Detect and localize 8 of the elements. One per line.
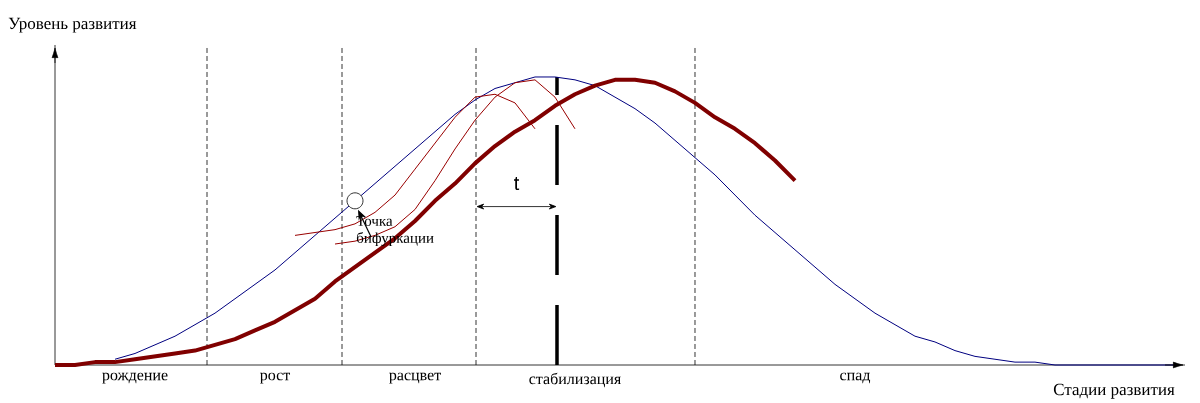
annotation: t <box>514 176 520 191</box>
x-tick-label: расцвет <box>389 372 441 384</box>
x-tick-label: рождение <box>102 372 168 384</box>
x-tick-label: стабилизация <box>529 372 621 388</box>
x-tick-label: рост <box>260 372 291 384</box>
x-tick-label: спад <box>840 372 871 384</box>
y-axis-title: Уровень развития <box>8 17 137 33</box>
x-axis-title: Стадии развития <box>1053 383 1175 399</box>
